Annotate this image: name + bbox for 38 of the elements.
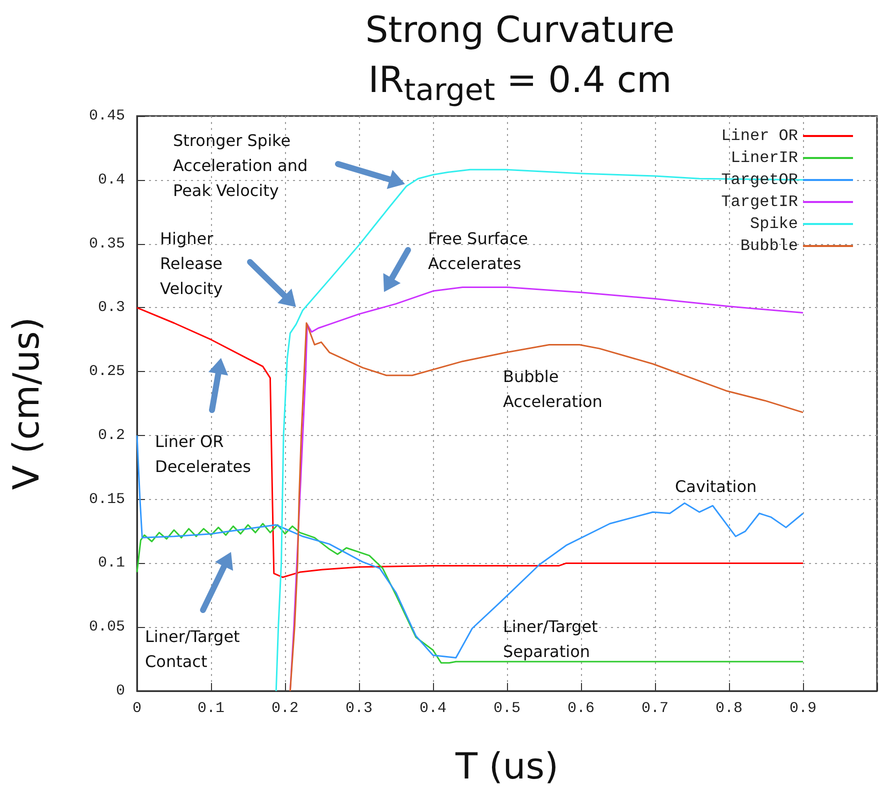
annotation: Liner OR Decelerates bbox=[155, 432, 251, 476]
annotation: Cavitation bbox=[675, 477, 757, 496]
y-tick-label: 0.2 bbox=[98, 426, 125, 444]
x-tick-label: 0.3 bbox=[345, 700, 373, 717]
x-tick-label: 0.7 bbox=[641, 700, 669, 717]
annotation: Higher Release Velocity bbox=[160, 229, 223, 298]
chart-title: Strong Curvature bbox=[364, 9, 676, 53]
y-tick-label: 0.3 bbox=[98, 299, 125, 316]
x-tick-label: 0.9 bbox=[789, 700, 817, 717]
legend-label: LinerIR bbox=[730, 149, 798, 167]
y-tick-label: 0.4 bbox=[98, 171, 125, 188]
x-tick-label: 0.1 bbox=[197, 700, 225, 717]
x-tick-label: 0.2 bbox=[271, 700, 299, 717]
x-tick-label: 0.5 bbox=[493, 700, 521, 717]
y-axis-title: V (cm/us) bbox=[6, 317, 48, 490]
x-tick-label: 0 bbox=[132, 700, 142, 717]
legend-label: Bubble bbox=[740, 237, 798, 255]
x-axis-title: T (us) bbox=[454, 746, 559, 788]
line-series bbox=[136, 306, 804, 578]
y-tick-label: 0.45 bbox=[88, 108, 125, 124]
x-tick-label: 0.6 bbox=[567, 700, 595, 717]
annotation: Bubble Acceleration bbox=[503, 367, 602, 411]
x-tick-label: 0.4 bbox=[419, 700, 447, 717]
annotation: Liner/Target Contact bbox=[145, 627, 240, 671]
annotation: Free Surface Accelerates bbox=[428, 229, 528, 273]
legend-label: Liner OR bbox=[721, 127, 798, 145]
y-tick-label: 0.15 bbox=[88, 490, 125, 508]
legend-label: TargetIR bbox=[721, 193, 798, 211]
annotation: Stronger Spike Acceleration and Peak Velocity bbox=[173, 131, 308, 200]
annotation: Liner/Target Separation bbox=[503, 617, 598, 661]
y-tick-label: 0.35 bbox=[88, 235, 125, 252]
chart-subtitle: IR$_{target}$ = 0.4 cm bbox=[367, 59, 673, 110]
y-tick-label: 0.25 bbox=[88, 363, 125, 380]
x-tick-label: 0.8 bbox=[715, 700, 743, 717]
legend-label: Spike bbox=[750, 215, 798, 233]
y-tick-label: 0.05 bbox=[88, 618, 125, 636]
y-tick-label: 0.1 bbox=[98, 554, 125, 572]
y-tick-label: 0 bbox=[116, 682, 125, 700]
